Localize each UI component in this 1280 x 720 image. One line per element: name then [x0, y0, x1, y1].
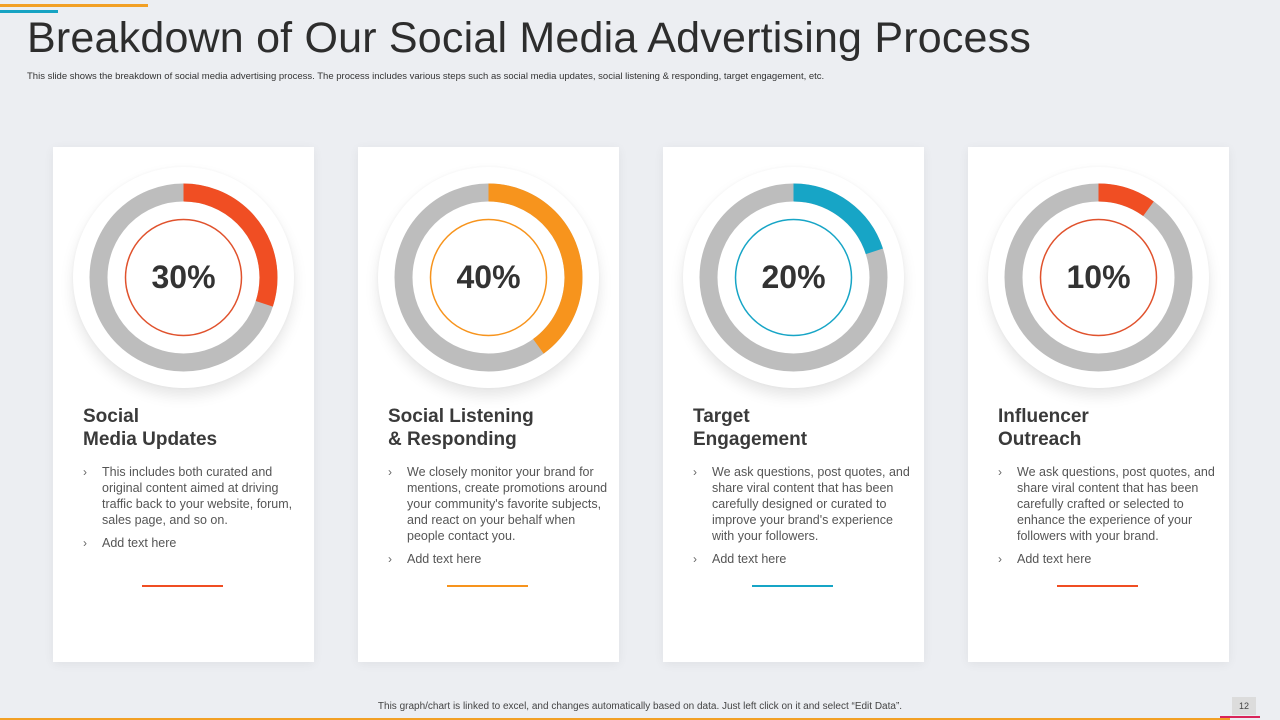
bullet-list: › This includes both curated and original… [83, 464, 305, 558]
donut-chart[interactable]: 30% [73, 167, 294, 388]
percent-label: 20% [761, 259, 826, 295]
bullet-text: This includes both curated and original … [102, 465, 293, 527]
donut-value-arc [394, 183, 583, 372]
top-accent-blue [0, 10, 58, 13]
chevron-right-icon: › [693, 552, 697, 566]
card-title: Target Engagement [693, 405, 903, 451]
percent-label: 40% [456, 259, 521, 295]
bullet-item: › This includes both curated and original… [83, 464, 305, 528]
card-social-media-updates[interactable]: 30% Social Media Updates › This includes … [53, 147, 314, 662]
inner-circle [734, 218, 853, 337]
donut-chart[interactable]: 10% [988, 167, 1209, 388]
card-title-line1: Social [83, 406, 139, 427]
donut-value-arc [699, 183, 888, 372]
accent-underline [447, 585, 528, 587]
slide-subtitle: This slide shows the breakdown of social… [27, 71, 825, 82]
chevron-right-icon: › [388, 465, 392, 479]
donut-chart[interactable]: 40% [378, 167, 599, 388]
donut-svg [699, 183, 888, 372]
chevron-right-icon: › [998, 552, 1002, 566]
bottom-accent-bar [0, 718, 1230, 720]
donut-svg [89, 183, 278, 372]
bullet-item: › Add text here [83, 535, 305, 551]
page-number: 12 [1232, 697, 1256, 715]
bullet-text: Add text here [102, 536, 177, 550]
card-title-line2: Media Updates [83, 429, 218, 450]
slide-title: Breakdown of Our Social Media Advertisin… [27, 14, 1032, 62]
card-title-line2: Engagement [693, 429, 808, 450]
bullet-text: We ask questions, post quotes, and share… [712, 465, 910, 543]
card-title-line2: Outreach [998, 429, 1082, 450]
bullet-text: We ask questions, post quotes, and share… [1017, 465, 1215, 543]
card-title-line1: Target [693, 406, 750, 427]
footer-note: This graph/chart is linked to excel, and… [377, 701, 903, 712]
bullet-list: › We closely monitor your brand for menti… [388, 464, 610, 574]
chevron-right-icon: › [693, 465, 697, 479]
inner-circle [429, 218, 548, 337]
top-accent-orange [0, 4, 148, 7]
card-title: Influencer Outreach [998, 405, 1208, 451]
bullet-text: Add text here [712, 552, 787, 566]
card-title: Social Media Updates [83, 405, 293, 451]
inner-circle [124, 218, 243, 337]
percent-label: 10% [1066, 259, 1131, 295]
chevron-right-icon: › [998, 465, 1002, 479]
bullet-item: › We closely monitor your brand for menti… [388, 464, 610, 544]
bullet-text: Add text here [407, 552, 482, 566]
bullet-item: › We ask questions, post quotes, and shar… [998, 464, 1220, 544]
card-target-engagement[interactable]: 20% Target Engagement › We ask questions,… [663, 147, 924, 662]
accent-underline [1057, 585, 1138, 587]
bullet-item: › We ask questions, post quotes, and shar… [693, 464, 915, 544]
donut-value-arc [1004, 183, 1193, 372]
donut-chart[interactable]: 20% [683, 167, 904, 388]
chevron-right-icon: › [83, 465, 87, 479]
card-title-line2: & Responding [388, 429, 517, 450]
bullet-item: › Add text here [998, 551, 1220, 567]
chevron-right-icon: › [83, 536, 87, 550]
donut-svg [394, 183, 583, 372]
percent-label: 30% [151, 259, 216, 295]
bullet-list: › We ask questions, post quotes, and shar… [998, 464, 1220, 574]
card-title-line1: Influencer [998, 406, 1089, 427]
accent-underline [752, 585, 833, 587]
page-number-underline [1220, 716, 1260, 718]
bullet-text: Add text here [1017, 552, 1092, 566]
chevron-right-icon: › [388, 552, 392, 566]
card-title: Social Listening & Responding [388, 405, 598, 451]
bullet-item: › Add text here [388, 551, 610, 567]
accent-underline [142, 585, 223, 587]
bullet-list: › We ask questions, post quotes, and shar… [693, 464, 915, 574]
donut-value-arc [89, 183, 278, 372]
bullet-item: › Add text here [693, 551, 915, 567]
inner-circle [1039, 218, 1158, 337]
card-influencer-outreach[interactable]: 10% Influencer Outreach › We ask question… [968, 147, 1229, 662]
bullet-text: We closely monitor your brand for mentio… [407, 465, 608, 543]
card-social-listening[interactable]: 40% Social Listening & Responding › We cl… [358, 147, 619, 662]
donut-svg [1004, 183, 1193, 372]
card-title-line1: Social Listening [388, 406, 534, 427]
